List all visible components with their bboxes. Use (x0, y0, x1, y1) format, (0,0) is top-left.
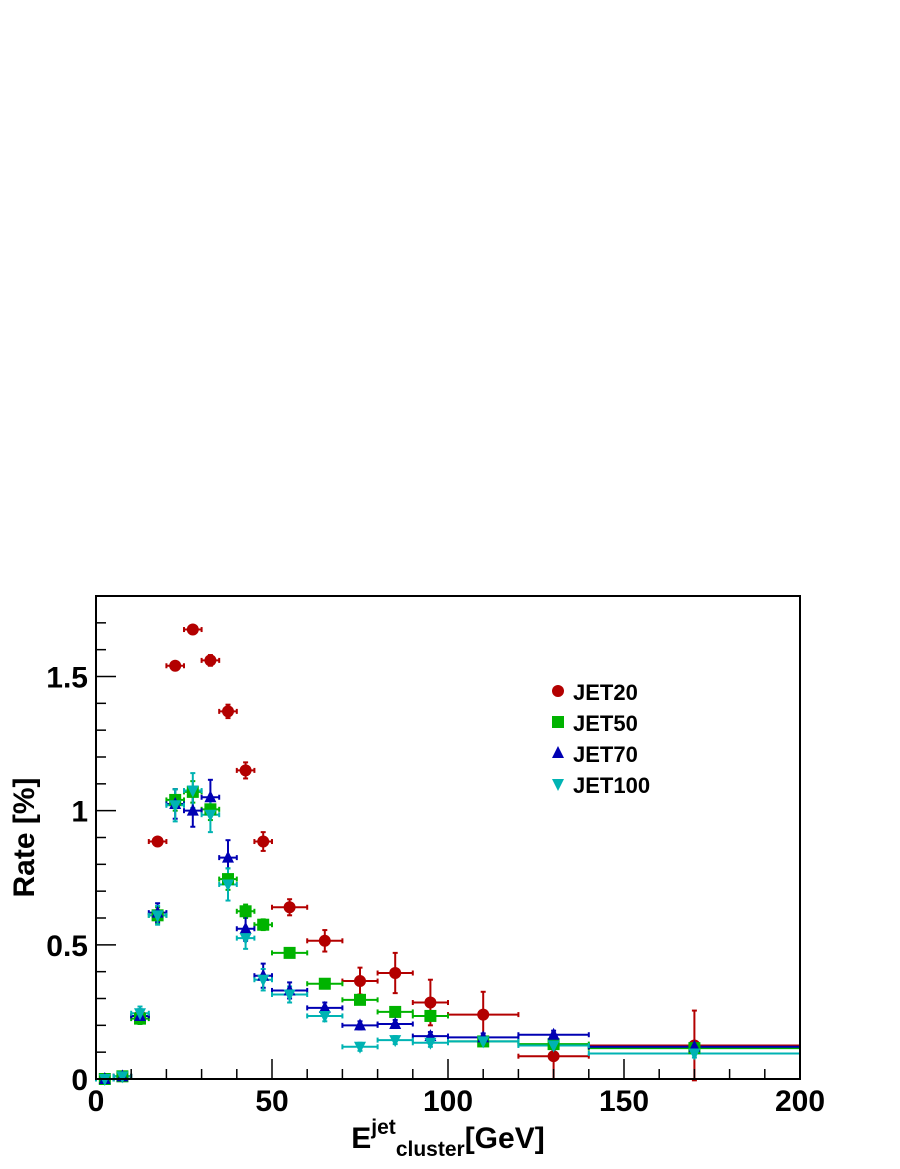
jet20-data-point (257, 835, 270, 848)
y-tick-label: 1 (71, 796, 88, 829)
legend: JET20 JET50 JET70 JET100 (552, 680, 650, 798)
y-axis-label: Rate [%] (8, 777, 41, 897)
markers-layer (98, 623, 701, 1086)
jet100-data-point (151, 910, 164, 923)
x-axis-label-subscript: cluster (396, 1138, 465, 1161)
jet20-data-point (354, 975, 366, 988)
jet20-data-point (239, 764, 252, 777)
jet50-data-point (318, 977, 331, 990)
jet50-data-point (424, 1009, 437, 1022)
jet20-data-point (283, 901, 296, 914)
jet100-data-point (354, 1041, 366, 1054)
jet100-data-point (134, 1008, 146, 1021)
legend-label-jet20: JET20 (573, 680, 638, 705)
jet50-data-point (389, 1005, 402, 1018)
legend-marker-jet50 (552, 716, 564, 728)
jet50-data-point (283, 946, 296, 959)
error-bars-layer (95, 624, 801, 1082)
jet50-data-point (239, 905, 252, 918)
legend-entry-jet20: JET20 (552, 680, 638, 705)
legend-entry-jet100: JET100 (552, 773, 650, 798)
jet70-data-point (547, 1027, 560, 1040)
y-tick-label: 0.5 (46, 930, 88, 963)
legend-entry-jet50: JET50 (552, 711, 638, 736)
x-tick-label: 200 (775, 1085, 825, 1118)
jet20-data-point (204, 654, 217, 667)
jet50-data-point (257, 918, 270, 931)
jet20-data-point (222, 705, 234, 718)
legend-label-jet50: JET50 (573, 711, 638, 736)
jet20-data-point (547, 1050, 560, 1063)
jet100-data-point (547, 1040, 560, 1053)
y-tick-label: 1.5 (46, 662, 88, 695)
jet100-data-point (688, 1048, 701, 1061)
jet70-data-point (186, 803, 199, 816)
plot-frame (95, 595, 801, 1080)
jet100-data-point (169, 800, 182, 813)
jet70-data-point (204, 790, 217, 803)
x-axis-label-unit: [GeV] (465, 1122, 545, 1155)
jet70-data-point (389, 1016, 402, 1029)
jet20-data-point (318, 934, 331, 947)
jet100-data-point (318, 1010, 331, 1023)
jet100-data-point (239, 933, 252, 946)
x-axis-label: Ejetcluster[GeV] (351, 1116, 544, 1161)
x-tick-label: 100 (423, 1085, 473, 1118)
legend-label-jet100: JET100 (573, 773, 650, 798)
jet20-data-point (424, 996, 437, 1009)
axes-layer: 0 50 100 150 200 0 0.5 1 1.5 (46, 622, 825, 1118)
jet100-data-point (186, 785, 199, 798)
jet100-data-point (204, 809, 217, 822)
x-tick-label: 50 (255, 1085, 288, 1118)
jet20-data-point (477, 1008, 490, 1021)
jet20-data-point (186, 623, 199, 636)
legend-marker-jet20 (552, 685, 564, 697)
jet100-data-point (222, 879, 234, 892)
jet70-data-point (354, 1018, 366, 1031)
x-axis-label-superscript: jet (370, 1116, 396, 1139)
jet100-data-point (257, 974, 270, 987)
jet20-data-point (389, 967, 402, 980)
legend-entry-jet70: JET70 (552, 742, 638, 767)
jet100-data-point (283, 989, 296, 1002)
legend-marker-jet100 (552, 779, 564, 791)
jet70-data-point (318, 1000, 331, 1013)
legend-label-jet70: JET70 (573, 742, 638, 767)
x-tick-label: 150 (599, 1085, 649, 1118)
y-tick-label: 0 (71, 1064, 88, 1097)
jet100-data-point (424, 1037, 437, 1050)
jet100-data-point (477, 1036, 490, 1049)
x-axis-label-main: E (351, 1122, 371, 1155)
x-tick-label: 0 (88, 1085, 105, 1118)
jet50-data-point (354, 993, 366, 1006)
jet20-data-point (169, 659, 182, 672)
jet70-data-point (222, 850, 234, 863)
jet100-data-point (389, 1035, 402, 1048)
jet20-data-point (151, 835, 164, 848)
legend-marker-jet70 (552, 746, 564, 758)
jet70-data-point (239, 921, 252, 934)
jet100-data-point (116, 1071, 129, 1084)
